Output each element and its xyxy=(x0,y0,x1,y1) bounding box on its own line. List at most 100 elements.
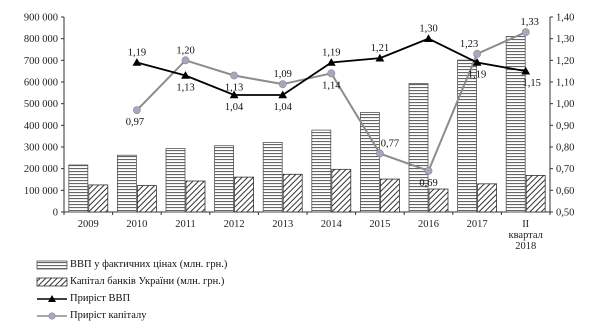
x-tick-label: 2015 xyxy=(369,219,390,230)
x-tick-label: 2014 xyxy=(321,219,343,230)
bar-gdp xyxy=(457,59,478,213)
right-tick-label: 1,10 xyxy=(556,78,574,89)
data-label-gdp-growth: 1,21 xyxy=(371,43,389,54)
marker-capital-growth xyxy=(230,71,238,80)
x-tick-label: II квартал 2018 xyxy=(508,219,542,252)
bar-capital xyxy=(379,178,400,213)
right-tick-label: 0,90 xyxy=(556,121,574,132)
bar-capital xyxy=(282,173,303,213)
lines-layer xyxy=(132,28,531,175)
right-tick-label: 0,50 xyxy=(556,208,574,219)
bar-gdp xyxy=(359,112,380,213)
data-label-capital-growth: 0,97 xyxy=(126,117,144,128)
left-tick-label: 600 000 xyxy=(24,78,58,89)
legend: ВВП у фактичних цінах (млн. грн.) Капіта… xyxy=(36,256,227,324)
bar-capital xyxy=(88,184,109,213)
marker-gdp-growth xyxy=(521,66,531,75)
left-tick-label: 800 000 xyxy=(24,34,58,45)
legend-swatch-capital-growth xyxy=(37,311,67,320)
legend-item-capital: Капітал банків України (млн. грн.) xyxy=(36,273,227,290)
left-tick-label: 900 000 xyxy=(24,13,58,24)
data-label-capital-growth: 1,20 xyxy=(176,45,194,56)
bar-gdp xyxy=(214,145,235,213)
bar-capital xyxy=(525,174,546,213)
legend-label-capital-growth: Приріст капіталу xyxy=(70,310,147,321)
bar-gdp xyxy=(68,164,89,213)
right-tick-label: 0,70 xyxy=(556,164,574,175)
bar-capital xyxy=(331,168,352,213)
labels-layer: 1,19 1,13 1,04 1,04 1,19 1,21 1,30 1,19 1,15 0,97… xyxy=(126,17,541,189)
x-tick-label: 2016 xyxy=(418,219,439,230)
data-label-gdp-growth: 1,15 xyxy=(523,78,541,89)
right-tick-label: 0,60 xyxy=(556,186,574,197)
data-label-gdp-growth: 1,19 xyxy=(322,48,340,59)
data-label-capital-growth: 1,33 xyxy=(521,17,539,28)
marker-gdp-growth xyxy=(375,53,385,62)
x-tick-label: 2013 xyxy=(272,219,293,230)
left-tick-label: 400 000 xyxy=(24,121,58,132)
data-label-capital-growth: 1,14 xyxy=(322,80,341,91)
left-tick-label: 700 000 xyxy=(24,56,58,67)
data-label-gdp-growth: 1,19 xyxy=(128,48,146,59)
left-tick-label: 200 000 xyxy=(24,164,58,175)
legend-label-capital: Капітал банків України (млн. грн.) xyxy=(70,276,225,287)
marker-gdp-growth xyxy=(132,58,142,66)
marker-capital-growth xyxy=(424,166,433,175)
bar-capital xyxy=(477,183,498,213)
marker-gdp-growth xyxy=(424,34,433,42)
x-tick-label: 2009 xyxy=(78,219,99,230)
left-tick-label: 0 xyxy=(53,208,58,219)
bar-capital xyxy=(185,180,206,213)
marker-gdp-growth xyxy=(278,90,288,99)
right-tick-label: 1,40 xyxy=(556,13,574,24)
x-tick-label: 2017 xyxy=(467,219,488,230)
marker-capital-growth xyxy=(521,28,530,37)
data-label-capital-growth: 1,23 xyxy=(460,39,478,50)
right-tick-label: 1,30 xyxy=(556,34,574,45)
marker-capital-growth xyxy=(132,106,141,115)
data-label-capital-growth: 0,77 xyxy=(381,139,399,150)
bar-capital xyxy=(234,176,255,213)
legend-item-gdp: ВВП у фактичних цінах (млн. грн.) xyxy=(36,256,227,273)
marker-capital-growth xyxy=(473,49,481,58)
marker-gdp-growth xyxy=(181,71,190,79)
right-tick-label: 0,80 xyxy=(556,143,574,154)
data-label-capital-growth: 1,13 xyxy=(225,83,243,94)
marker-capital-growth xyxy=(278,80,287,89)
bar-gdp xyxy=(165,148,186,213)
left-tick-label: 300 000 xyxy=(24,143,58,154)
x-tick-label: 2011 xyxy=(175,219,196,230)
legend-swatch-gdp-growth xyxy=(37,294,67,302)
marker-capital-growth xyxy=(327,69,336,78)
data-label-gdp-growth: 1,04 xyxy=(225,102,244,113)
data-label-gdp-growth: 1,30 xyxy=(419,24,437,35)
left-tick-label: 500 000 xyxy=(24,99,58,110)
marker-gdp-growth xyxy=(326,58,336,66)
legend-label-gdp: ВВП у фактичних цінах (млн. грн.) xyxy=(70,259,228,270)
legend-item-gdp-growth: Приріст ВВП xyxy=(36,290,227,307)
data-label-capital-growth: 1,09 xyxy=(274,69,292,80)
left-tick-label: 100 000 xyxy=(24,186,58,197)
marker-gdp-growth xyxy=(229,90,239,99)
bar-gdp xyxy=(262,142,283,213)
bar-gdp xyxy=(117,154,137,213)
bar-capital xyxy=(136,185,157,213)
data-label-capital-growth: 0,69 xyxy=(419,178,437,189)
x-tick-label: 2010 xyxy=(126,219,147,230)
bars-layer xyxy=(68,36,546,213)
right-tick-label: 1,00 xyxy=(556,99,574,110)
legend-item-capital-growth: Приріст капіталу xyxy=(36,307,227,324)
marker-gdp-growth xyxy=(472,58,482,66)
axes: 0 100 000 200 000 300 000 400 000 500 000 600 … xyxy=(24,13,575,253)
x-tick-label: 2012 xyxy=(224,219,245,230)
data-label-gdp-growth: 1,19 xyxy=(468,70,486,81)
right-tick-label: 1,20 xyxy=(556,56,574,67)
bar-gdp xyxy=(311,129,332,213)
bar-gdp xyxy=(408,83,429,213)
bar-capital xyxy=(428,188,449,213)
bar-gdp xyxy=(505,36,526,213)
legend-swatch-capital xyxy=(36,277,68,286)
legend-swatch-gdp xyxy=(36,260,68,269)
marker-capital-growth xyxy=(375,149,384,158)
